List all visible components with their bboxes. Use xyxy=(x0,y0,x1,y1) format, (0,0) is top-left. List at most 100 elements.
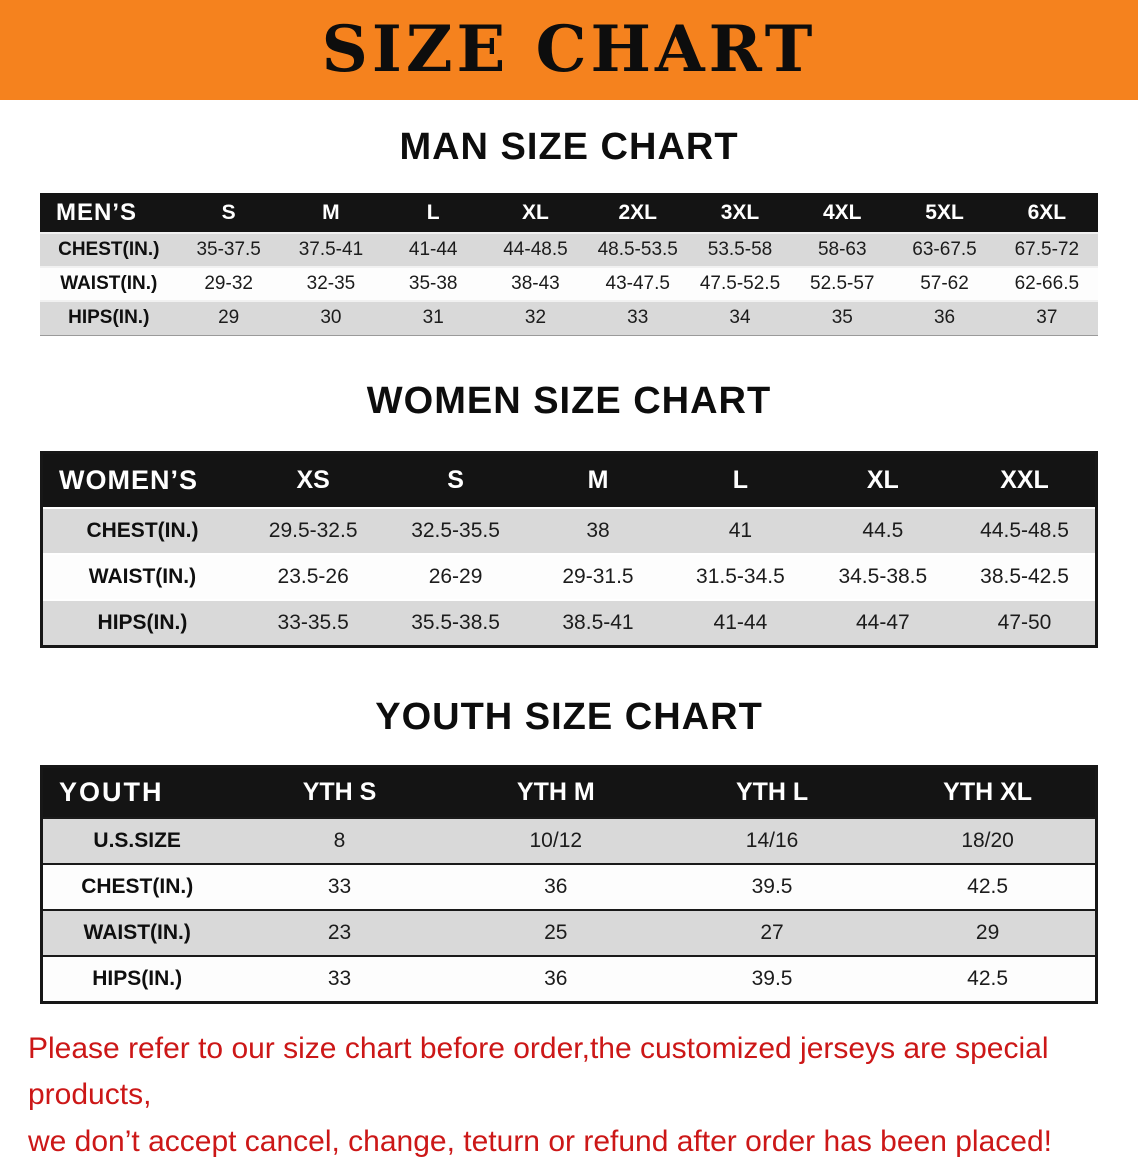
size-cell: 35 xyxy=(791,301,893,335)
youth-hips-row: HIPS(IN.) 33 36 39.5 42.5 xyxy=(42,956,1097,1002)
size-cell: 32.5-35.5 xyxy=(384,508,526,554)
size-col-header: XL xyxy=(812,452,954,508)
men-size-table: MEN’S S M L XL 2XL 3XL 4XL 5XL 6XL CHEST… xyxy=(40,193,1098,336)
women-section: WOMEN SIZE CHART WOMEN’S XS S M L XL XXL… xyxy=(0,380,1138,648)
size-cell: 41 xyxy=(669,508,811,554)
size-cell: 29-32 xyxy=(178,267,280,301)
women-size-table: WOMEN’S XS S M L XL XXL CHEST(IN.) 29.5-… xyxy=(40,451,1098,648)
row-label: CHEST(IN.) xyxy=(40,233,178,267)
size-col-header: YTH L xyxy=(664,766,880,818)
men-chest-row: CHEST(IN.) 35-37.5 37.5-41 41-44 44-48.5… xyxy=(40,233,1098,267)
youth-ussize-row: U.S.SIZE 8 10/12 14/16 18/20 xyxy=(42,818,1097,864)
size-cell: 44.5-48.5 xyxy=(954,508,1096,554)
row-label: HIPS(IN.) xyxy=(42,956,232,1002)
women-table-title: WOMEN’S xyxy=(42,452,242,508)
size-col-header: M xyxy=(527,452,669,508)
size-cell: 47-50 xyxy=(954,600,1096,646)
size-cell: 33-35.5 xyxy=(242,600,384,646)
youth-size-table: YOUTH YTH S YTH M YTH L YTH XL U.S.SIZE … xyxy=(40,765,1098,1004)
size-cell: 27 xyxy=(664,910,880,956)
youth-table-title: YOUTH xyxy=(42,766,232,818)
size-cell: 37.5-41 xyxy=(280,233,382,267)
size-cell: 44-47 xyxy=(812,600,954,646)
size-cell: 42.5 xyxy=(880,864,1096,910)
disclaimer: Please refer to our size chart before or… xyxy=(28,1026,1114,1165)
size-cell: 36 xyxy=(448,864,664,910)
size-cell: 36 xyxy=(893,301,995,335)
size-cell: 10/12 xyxy=(448,818,664,864)
size-col-header: M xyxy=(280,193,382,233)
size-cell: 23 xyxy=(231,910,447,956)
size-cell: 31.5-34.5 xyxy=(669,554,811,600)
women-section-heading: WOMEN SIZE CHART xyxy=(0,380,1138,423)
men-table-title: MEN’S xyxy=(40,193,178,233)
size-cell: 67.5-72 xyxy=(996,233,1098,267)
row-label: HIPS(IN.) xyxy=(42,600,242,646)
size-col-header: YTH M xyxy=(448,766,664,818)
women-chest-row: CHEST(IN.) 29.5-32.5 32.5-35.5 38 41 44.… xyxy=(42,508,1097,554)
size-col-header: 2XL xyxy=(587,193,689,233)
size-cell: 29.5-32.5 xyxy=(242,508,384,554)
size-cell: 30 xyxy=(280,301,382,335)
men-waist-row: WAIST(IN.) 29-32 32-35 35-38 38-43 43-47… xyxy=(40,267,1098,301)
size-col-header: XS xyxy=(242,452,384,508)
size-cell: 38-43 xyxy=(484,267,586,301)
size-cell: 57-62 xyxy=(893,267,995,301)
size-cell: 35-38 xyxy=(382,267,484,301)
size-cell: 25 xyxy=(448,910,664,956)
size-cell: 14/16 xyxy=(664,818,880,864)
women-waist-row: WAIST(IN.) 23.5-26 26-29 29-31.5 31.5-34… xyxy=(42,554,1097,600)
size-col-header: 3XL xyxy=(689,193,791,233)
size-col-header: XXL xyxy=(954,452,1096,508)
men-hips-row: HIPS(IN.) 29 30 31 32 33 34 35 36 37 xyxy=(40,301,1098,335)
size-cell: 34 xyxy=(689,301,791,335)
size-cell: 39.5 xyxy=(664,864,880,910)
size-cell: 36 xyxy=(448,956,664,1002)
size-cell: 63-67.5 xyxy=(893,233,995,267)
size-col-header: 4XL xyxy=(791,193,893,233)
size-cell: 29 xyxy=(880,910,1096,956)
disclaimer-line-2: we don’t accept cancel, change, teturn o… xyxy=(28,1119,1114,1165)
row-label: U.S.SIZE xyxy=(42,818,232,864)
men-table-header-row: MEN’S S M L XL 2XL 3XL 4XL 5XL 6XL xyxy=(40,193,1098,233)
women-table-header-row: WOMEN’S XS S M L XL XXL xyxy=(42,452,1097,508)
size-col-header: XL xyxy=(484,193,586,233)
size-cell: 32-35 xyxy=(280,267,382,301)
youth-waist-row: WAIST(IN.) 23 25 27 29 xyxy=(42,910,1097,956)
disclaimer-line-1: Please refer to our size chart before or… xyxy=(28,1026,1114,1119)
size-col-header: YTH XL xyxy=(880,766,1096,818)
size-cell: 38.5-42.5 xyxy=(954,554,1096,600)
size-cell: 53.5-58 xyxy=(689,233,791,267)
row-label: CHEST(IN.) xyxy=(42,508,242,554)
youth-section: YOUTH SIZE CHART YOUTH YTH S YTH M YTH L… xyxy=(0,696,1138,1004)
size-cell: 29 xyxy=(178,301,280,335)
size-cell: 29-31.5 xyxy=(527,554,669,600)
size-cell: 32 xyxy=(484,301,586,335)
size-col-header: 5XL xyxy=(893,193,995,233)
size-cell: 33 xyxy=(231,956,447,1002)
youth-chest-row: CHEST(IN.) 33 36 39.5 42.5 xyxy=(42,864,1097,910)
youth-table-header-row: YOUTH YTH S YTH M YTH L YTH XL xyxy=(42,766,1097,818)
size-cell: 47.5-52.5 xyxy=(689,267,791,301)
size-cell: 26-29 xyxy=(384,554,526,600)
men-section: MAN SIZE CHART MEN’S S M L XL 2XL 3XL 4X… xyxy=(0,126,1138,336)
size-col-header: L xyxy=(382,193,484,233)
size-cell: 31 xyxy=(382,301,484,335)
size-cell: 8 xyxy=(231,818,447,864)
size-cell: 52.5-57 xyxy=(791,267,893,301)
row-label: WAIST(IN.) xyxy=(42,910,232,956)
size-col-header: S xyxy=(178,193,280,233)
row-label: WAIST(IN.) xyxy=(42,554,242,600)
size-col-header: 6XL xyxy=(996,193,1098,233)
size-cell: 33 xyxy=(587,301,689,335)
youth-section-heading: YOUTH SIZE CHART xyxy=(0,696,1138,739)
size-cell: 39.5 xyxy=(664,956,880,1002)
size-col-header: L xyxy=(669,452,811,508)
size-cell: 23.5-26 xyxy=(242,554,384,600)
size-cell: 34.5-38.5 xyxy=(812,554,954,600)
size-cell: 33 xyxy=(231,864,447,910)
row-label: CHEST(IN.) xyxy=(42,864,232,910)
size-cell: 38.5-41 xyxy=(527,600,669,646)
size-cell: 35.5-38.5 xyxy=(384,600,526,646)
size-col-header: YTH S xyxy=(231,766,447,818)
